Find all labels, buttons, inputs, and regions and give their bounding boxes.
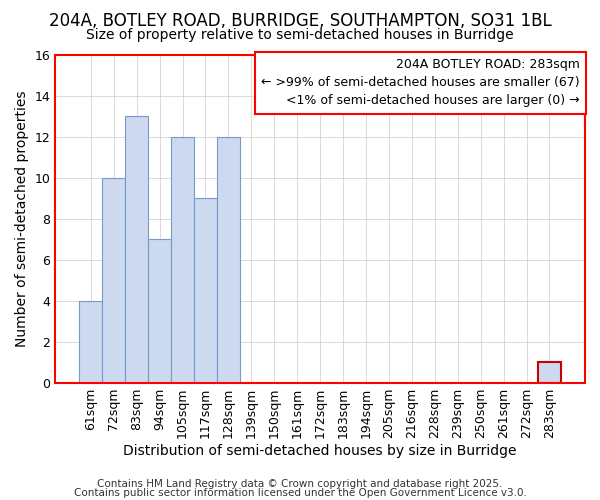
Y-axis label: Number of semi-detached properties: Number of semi-detached properties [15,90,29,347]
Bar [148,240,171,382]
Bar [538,362,561,382]
Text: 204A, BOTLEY ROAD, BURRIDGE, SOUTHAMPTON, SO31 1BL: 204A, BOTLEY ROAD, BURRIDGE, SOUTHAMPTON… [49,12,551,30]
Text: Size of property relative to semi-detached houses in Burridge: Size of property relative to semi-detach… [86,28,514,42]
Text: Contains HM Land Registry data © Crown copyright and database right 2025.: Contains HM Land Registry data © Crown c… [97,479,503,489]
Bar [171,137,194,382]
X-axis label: Distribution of semi-detached houses by size in Burridge: Distribution of semi-detached houses by … [124,444,517,458]
Bar [55,55,585,382]
Text: Contains public sector information licensed under the Open Government Licence v3: Contains public sector information licen… [74,488,526,498]
Bar [103,178,125,382]
Bar [194,198,217,382]
Bar [79,300,103,382]
Bar [217,137,240,382]
Text: 204A BOTLEY ROAD: 283sqm
← >99% of semi-detached houses are smaller (67)
<1% of : 204A BOTLEY ROAD: 283sqm ← >99% of semi-… [261,58,580,108]
Bar [125,116,148,382]
